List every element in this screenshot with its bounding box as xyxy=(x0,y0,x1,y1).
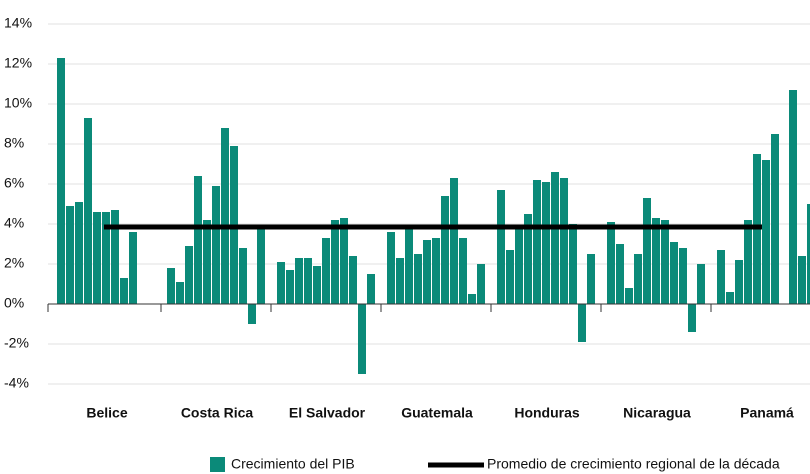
bar xyxy=(789,90,797,304)
bar xyxy=(688,304,696,332)
legend-label: Crecimiento del PIB xyxy=(231,456,355,472)
bar xyxy=(277,262,285,304)
y-tick-label: 2% xyxy=(4,255,24,271)
bar xyxy=(524,214,532,304)
bar xyxy=(176,282,184,304)
bar xyxy=(726,292,734,304)
y-tick-label: 4% xyxy=(4,215,24,231)
bar xyxy=(322,238,330,304)
foreground: -4% -2% 0% 2% 4% 6% 8% 10% 12% 14% Belice Costa Ric… xyxy=(4,15,810,472)
y-tick-label: 8% xyxy=(4,135,24,151)
bar xyxy=(643,198,651,304)
x-tick-label: Nicaragua xyxy=(623,405,691,421)
bar xyxy=(735,260,743,304)
bar xyxy=(652,218,660,304)
bar xyxy=(468,294,476,304)
bar xyxy=(367,274,375,304)
bar xyxy=(459,238,467,304)
y-tick-label: 0% xyxy=(4,295,24,311)
bar xyxy=(185,246,193,304)
x-tick-label: Guatemala xyxy=(401,405,473,421)
bar xyxy=(102,212,110,304)
bar xyxy=(349,256,357,304)
bars xyxy=(57,58,810,374)
bar xyxy=(717,250,725,304)
y-tick-label: -4% xyxy=(4,375,29,391)
bar xyxy=(304,258,312,304)
bar xyxy=(111,210,119,304)
bar xyxy=(203,220,211,304)
bar xyxy=(167,268,175,304)
x-tick-label: Panamá xyxy=(740,405,794,421)
bar xyxy=(670,242,678,304)
bar xyxy=(129,232,137,304)
bar xyxy=(432,238,440,304)
bar xyxy=(387,232,395,304)
bar xyxy=(239,248,247,304)
legend-label: Promedio de crecimiento regional de la d… xyxy=(487,456,780,472)
bar xyxy=(533,180,541,304)
bar xyxy=(313,266,321,304)
bar xyxy=(560,178,568,304)
bar xyxy=(396,258,404,304)
x-tick-label: Costa Rica xyxy=(181,405,254,421)
bar xyxy=(423,240,431,304)
bar xyxy=(616,244,624,304)
bar xyxy=(295,258,303,304)
bar xyxy=(340,218,348,304)
bar xyxy=(257,226,265,304)
bar xyxy=(506,250,514,304)
bar xyxy=(221,128,229,304)
y-tick-label: -2% xyxy=(4,335,29,351)
bar xyxy=(515,228,523,304)
bar xyxy=(679,248,687,304)
bar xyxy=(607,222,615,304)
bar xyxy=(798,256,806,304)
y-tick-label: 14% xyxy=(4,15,32,31)
bar xyxy=(587,254,595,304)
bar xyxy=(625,288,633,304)
bar xyxy=(212,186,220,304)
bar xyxy=(57,58,65,304)
bar xyxy=(578,304,586,342)
bar xyxy=(414,254,422,304)
bar xyxy=(762,160,770,304)
bar xyxy=(661,220,669,304)
bar xyxy=(194,176,202,304)
bar xyxy=(248,304,256,324)
bar xyxy=(84,118,92,304)
bar xyxy=(697,264,705,304)
bar xyxy=(807,204,810,304)
bar xyxy=(569,224,577,304)
bar xyxy=(93,212,101,304)
y-tick-label: 12% xyxy=(4,55,32,71)
x-tick-label: Honduras xyxy=(514,405,580,421)
bar xyxy=(771,134,779,304)
bar xyxy=(120,278,128,304)
bar xyxy=(66,206,74,304)
bar xyxy=(450,178,458,304)
bar xyxy=(286,270,294,304)
x-tick-label: El Salvador xyxy=(289,405,366,421)
bar xyxy=(331,220,339,304)
bar xyxy=(497,190,505,304)
bar xyxy=(542,182,550,304)
bar xyxy=(75,202,83,304)
y-tick-label: 10% xyxy=(4,95,32,111)
bar xyxy=(358,304,366,374)
bar xyxy=(744,220,752,304)
x-tick-label: Belice xyxy=(86,405,127,421)
bar xyxy=(634,254,642,304)
bar xyxy=(441,196,449,304)
bar xyxy=(551,172,559,304)
y-tick-label: 6% xyxy=(4,175,24,191)
legend-swatch xyxy=(210,457,225,472)
bar xyxy=(405,226,413,304)
bar xyxy=(477,264,485,304)
